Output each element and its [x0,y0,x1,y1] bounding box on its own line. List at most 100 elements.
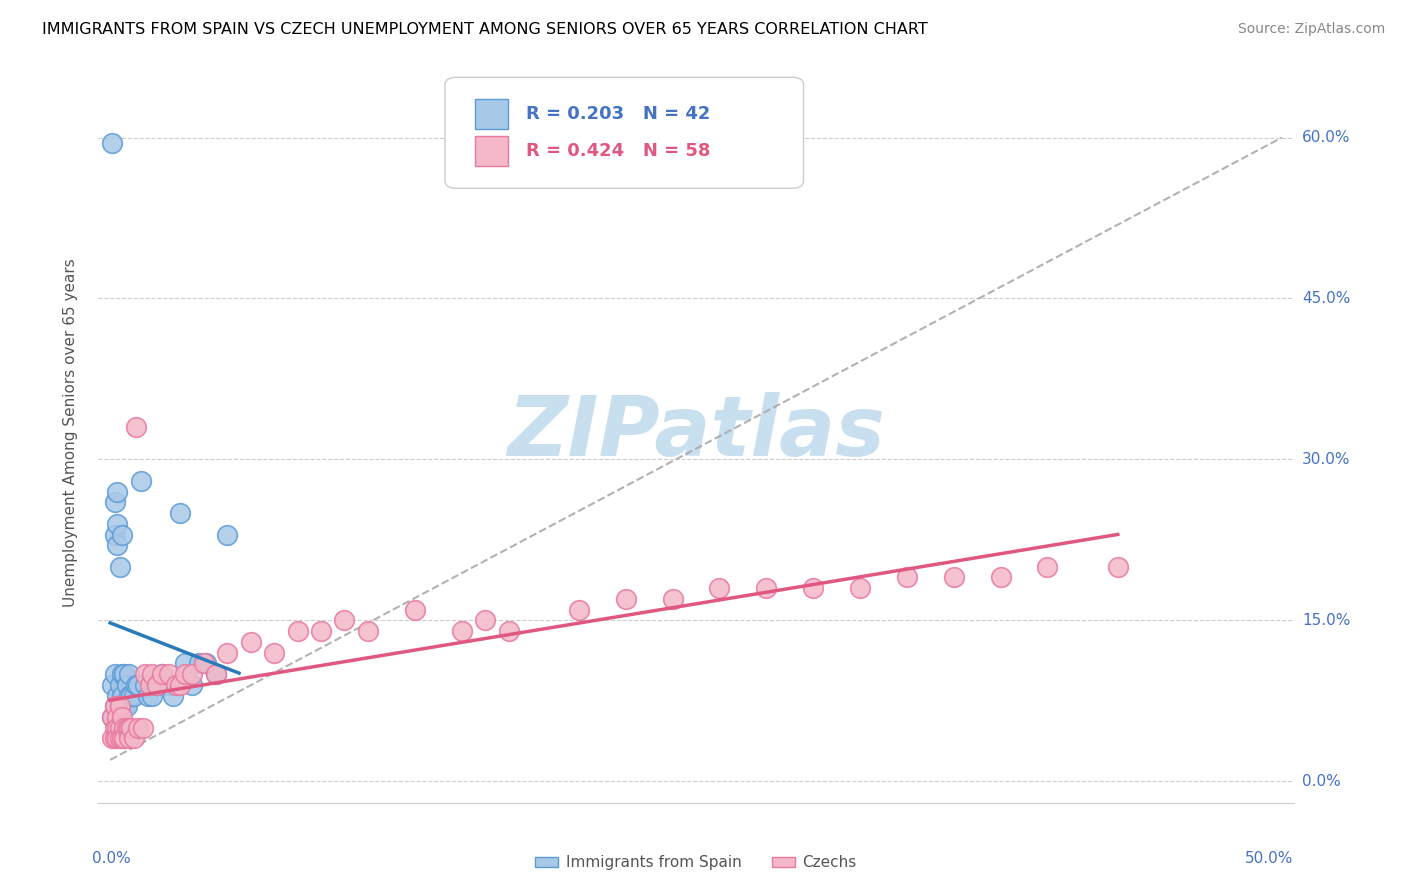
Text: 15.0%: 15.0% [1302,613,1350,628]
Point [125,678,148,692]
Point [122,731,145,746]
Point [263,646,285,660]
Point [134,667,156,681]
Point [333,614,356,628]
Point [136,689,159,703]
Point [1107,559,1129,574]
FancyBboxPatch shape [475,99,509,129]
Point [139,678,162,692]
Point [169,678,191,692]
Point [111,710,134,724]
Point [115,721,138,735]
Point [111,667,134,681]
Point [120,721,142,735]
Point [217,527,239,541]
FancyBboxPatch shape [446,78,804,188]
Text: 0.0%: 0.0% [93,851,131,866]
Text: 60.0%: 60.0% [1302,130,1350,145]
Point [755,581,778,595]
Point [141,689,163,703]
Point [105,710,128,724]
Point [157,667,180,681]
Point [357,624,380,639]
Point [188,657,211,671]
Point [498,624,520,639]
Point [129,474,152,488]
Point [309,624,332,639]
Point [101,136,124,150]
Point [105,538,128,552]
Point [942,570,965,584]
Y-axis label: Unemployment Among Seniors over 65 years: Unemployment Among Seniors over 65 years [63,259,77,607]
Text: ZIPatlas: ZIPatlas [508,392,884,473]
Point [105,516,128,531]
Point [112,667,135,681]
Point [112,721,135,735]
Text: IMMIGRANTS FROM SPAIN VS CZECH UNEMPLOYMENT AMONG SENIORS OVER 65 YEARS CORRELAT: IMMIGRANTS FROM SPAIN VS CZECH UNEMPLOYM… [42,22,928,37]
Point [169,506,191,520]
Point [111,689,134,703]
Point [157,678,180,692]
Point [104,699,127,714]
Point [146,678,169,692]
Text: Source: ZipAtlas.com: Source: ZipAtlas.com [1237,22,1385,37]
Point [122,689,145,703]
Point [287,624,309,639]
Point [165,678,187,692]
Text: R = 0.424   N = 58: R = 0.424 N = 58 [526,143,711,161]
Point [111,731,134,746]
Point [181,667,204,681]
Point [801,581,824,595]
Point [150,667,173,681]
Point [141,667,163,681]
Point [174,667,197,681]
Point [118,689,141,703]
Point [101,731,124,746]
Point [239,635,262,649]
Point [195,657,218,671]
Point [108,721,131,735]
Point [614,591,637,606]
Point [115,699,138,714]
Point [104,721,127,735]
Point [127,678,149,692]
Point [125,420,148,434]
Point [104,667,127,681]
Text: 45.0%: 45.0% [1302,291,1350,306]
Point [105,484,128,499]
Point [105,721,128,735]
Point [108,699,131,714]
Point [204,667,226,681]
Point [181,678,204,692]
Point [104,495,127,509]
Point [115,678,138,692]
Point [150,667,173,681]
Point [661,591,683,606]
Point [108,559,131,574]
Point [108,678,131,692]
Point [101,678,124,692]
Point [896,570,918,584]
Point [120,689,142,703]
Point [849,581,872,595]
Point [118,731,141,746]
Legend: Immigrants from Spain, Czechs: Immigrants from Spain, Czechs [529,849,863,877]
Point [104,527,127,541]
Point [404,602,426,616]
Point [217,646,239,660]
Text: 30.0%: 30.0% [1302,452,1350,467]
Point [134,678,156,692]
Point [111,527,134,541]
Point [112,731,135,746]
Point [105,689,128,703]
Point [474,614,496,628]
Point [101,710,124,724]
Text: R = 0.203   N = 42: R = 0.203 N = 42 [526,105,710,123]
Point [146,678,169,692]
Point [101,710,124,724]
Point [104,731,127,746]
Point [1036,559,1059,574]
Point [709,581,731,595]
Text: 0.0%: 0.0% [1302,774,1340,789]
Point [112,699,135,714]
